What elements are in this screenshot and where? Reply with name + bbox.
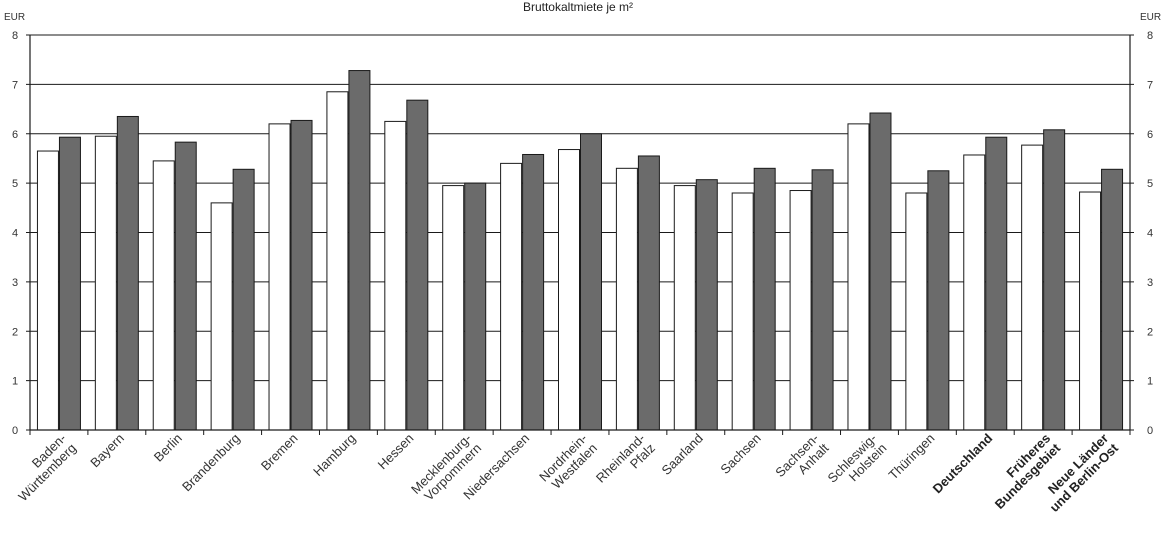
bar-series-2: [1101, 168, 1124, 431]
bar-series-1: [94, 135, 117, 431]
bar-series-1: [1079, 191, 1102, 431]
bar-series-1: [673, 185, 696, 431]
x-tick-label: Bremen: [258, 431, 301, 474]
x-tick-label: Deutschland: [930, 430, 996, 496]
y-tick-label-right: 4: [1147, 228, 1153, 240]
bar-series-1: [847, 123, 870, 431]
bar-series-1: [36, 150, 59, 431]
bar-series-1: [384, 120, 407, 431]
x-tick-label-line: Sachsen: [717, 431, 763, 477]
axes: [29, 35, 1131, 435]
y-tick-label-left: 2: [12, 326, 18, 338]
bar-series-2: [464, 182, 487, 431]
x-tick-label: Hamburg: [310, 431, 358, 479]
bar-series-1: [963, 154, 986, 431]
x-tick-label-line: Bremen: [258, 431, 301, 474]
y-tick-label-left: 8: [12, 30, 18, 42]
bar-series-2: [348, 70, 371, 431]
x-tick-label-line: Brandenburg: [179, 431, 243, 495]
y-tick-label-left: 3: [12, 277, 18, 289]
bar-series-1: [442, 185, 465, 431]
bars: [36, 70, 1124, 431]
bar-series-2: [985, 136, 1008, 431]
x-tick-label: Thüringen: [885, 431, 937, 483]
bar-series-1: [558, 149, 580, 431]
x-tick-label: Saarland: [659, 431, 706, 478]
x-tick-labels: Baden-Württemberg Bayern BerlinBrandenburg…: [5, 430, 1121, 514]
x-tick-label: Bayern: [87, 431, 127, 471]
y-axis-unit-right: EUR: [1140, 12, 1161, 23]
bar-series-2: [927, 170, 950, 431]
y-ticks-right: 0 1 2 3 4 5 6 7 8: [1147, 30, 1153, 437]
bar-series-1: [500, 162, 523, 431]
y-tick-label-right: 5: [1147, 178, 1153, 190]
bar-series-2: [637, 155, 660, 431]
bar-series-1: [615, 167, 638, 431]
bar-series-1: [210, 202, 233, 431]
bar-series-1: [1021, 144, 1044, 431]
y-ticks-left: 0 1 2 3 4 5 6 7 8: [12, 30, 18, 437]
y-tick-label-left: 7: [12, 79, 18, 91]
x-tick-label: Berlin: [151, 431, 185, 465]
bar-series-2: [290, 119, 313, 431]
y-tick-label-left: 1: [12, 376, 18, 388]
bar-series-2: [58, 136, 81, 431]
bar-series-2: [580, 133, 602, 431]
bar-series-2: [869, 112, 892, 431]
x-tick-label: Brandenburg: [179, 431, 243, 495]
y-axis-unit-left: EUR: [4, 12, 25, 23]
x-tick-label: Baden-Württemberg: [5, 431, 79, 505]
y-tick-label-left: 0: [12, 425, 18, 437]
bar-series-2: [1043, 129, 1066, 431]
x-tick-label: Hessen: [375, 431, 417, 473]
y-tick-label-right: 3: [1147, 277, 1153, 289]
bar-series-2: [116, 115, 139, 431]
bar-series-2: [753, 167, 776, 431]
x-tick-label-line: Saarland: [659, 431, 706, 478]
bar-series-2: [695, 179, 718, 431]
x-tick-label: Sachsen-Anhalt: [772, 430, 832, 490]
x-tick-label: Schleswig-Holstein: [825, 431, 890, 496]
x-tick-label-line: Bayern: [87, 431, 127, 471]
bar-series-1: [789, 190, 812, 431]
y-tick-label-right: 7: [1147, 79, 1153, 91]
y-tick-label-right: 2: [1147, 326, 1153, 338]
y-tick-label-left: 6: [12, 129, 18, 141]
x-tick-label-line: Deutschland: [930, 430, 996, 496]
bar-series-2: [522, 153, 545, 431]
bar-series-2: [406, 99, 429, 431]
x-tick-label-line: Hamburg: [310, 431, 358, 479]
bar-series-1: [731, 192, 754, 431]
x-tick-label: Sachsen: [717, 431, 763, 477]
y-tick-label-right: 8: [1147, 30, 1153, 42]
x-tick-label: Nordrhein-Westfalen: [536, 431, 600, 495]
y-tick-label-right: 0: [1147, 425, 1153, 437]
y-tick-label-right: 6: [1147, 129, 1153, 141]
bar-series-1: [268, 123, 291, 431]
y-tick-label-left: 4: [12, 228, 18, 240]
bar-series-2: [811, 169, 834, 431]
y-tick-label-left: 5: [12, 178, 18, 190]
bar-series-1: [326, 91, 349, 431]
bar-series-1: [905, 192, 928, 431]
bar-series-2: [232, 168, 255, 431]
x-tick-label-line: Berlin: [151, 431, 185, 465]
x-tick-label: Rheinland-Pfalz: [593, 431, 658, 496]
chart-title: Bruttokaltmiete je m²: [523, 0, 633, 14]
bar-series-2: [174, 141, 197, 431]
bar-series-1: [152, 160, 175, 431]
x-tick-label-line: Thüringen: [885, 431, 937, 483]
y-tick-label-right: 1: [1147, 376, 1153, 388]
x-tick-label-line: Hessen: [375, 431, 417, 473]
